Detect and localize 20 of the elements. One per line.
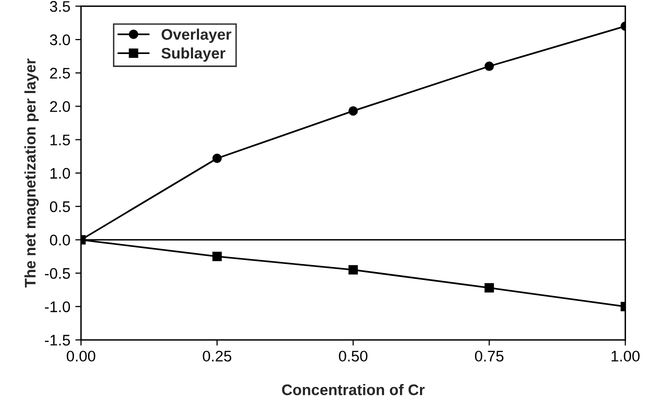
y-tick-label: 2.5 xyxy=(50,68,70,79)
legend-label: Sublayer xyxy=(161,47,226,62)
x-tick-label: 1.00 xyxy=(612,350,640,362)
y-tick-label: -1.5 xyxy=(44,334,70,346)
y-tick-label: -0.5 xyxy=(44,268,70,279)
y-tick-label: 0.5 xyxy=(50,201,70,212)
y-tick-label: -1.0 xyxy=(44,301,70,312)
legend-label: Overlayer xyxy=(162,28,232,43)
y-tick-label: 3.5 xyxy=(50,1,70,12)
y-tick-label: 1.5 xyxy=(50,134,70,146)
y-tick-label: 1.0 xyxy=(50,168,70,179)
x-axis-title: Concentration of Cr xyxy=(282,384,425,396)
y-axis-title: The net magnetization per layer xyxy=(24,58,39,288)
y-tick-label: 0.0 xyxy=(50,234,70,246)
y-tick-label: 3.0 xyxy=(50,34,70,46)
y-tick-label: 2.0 xyxy=(50,101,70,112)
x-tick-label: 0.25 xyxy=(202,350,232,362)
x-tick-label: 0.50 xyxy=(338,350,368,362)
x-tick-label: 0.75 xyxy=(474,350,504,362)
x-tick-label: 0.00 xyxy=(66,350,96,362)
